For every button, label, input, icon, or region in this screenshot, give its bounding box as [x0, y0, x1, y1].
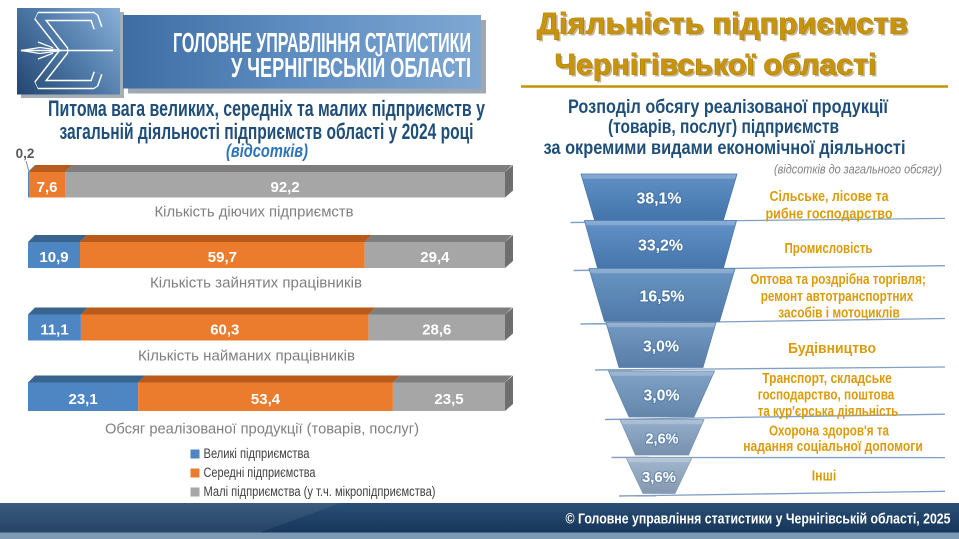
svg-text:Промисловість: Промисловість — [785, 241, 873, 257]
svg-text:0,2: 0,2 — [16, 146, 35, 161]
svg-text:(відсотків): (відсотків) — [226, 141, 308, 161]
svg-text:Середні підприємства: Середні підприємства — [204, 465, 316, 480]
svg-text:за окремими видами економічної: за окремими видами економічної діяльност… — [544, 137, 906, 159]
svg-text:У ЧЕРНІГІВСЬКІЙ ОБЛАСТІ: У ЧЕРНІГІВСЬКІЙ ОБЛАСТІ — [231, 52, 471, 83]
svg-text:Будівництво: Будівництво — [788, 341, 876, 357]
svg-text:Чернігівської області: Чернігівської області — [555, 49, 877, 82]
svg-text:ГОЛОВНЕ УПРАВЛІННЯ СТАТИСТИКИ: ГОЛОВНЕ УПРАВЛІННЯ СТАТИСТИКИ — [173, 27, 471, 58]
svg-text:2,6%: 2,6% — [646, 431, 679, 448]
svg-text:Охорона здоров'я та: Охорона здоров'я та — [769, 424, 890, 440]
svg-text:Кількість зайнятих працівників: Кількість зайнятих працівників — [150, 275, 362, 292]
svg-text:29,4: 29,4 — [420, 249, 450, 266]
svg-text:© Головне управління статистик: © Головне управління статистики у Черніг… — [566, 511, 951, 528]
svg-text:Сільське, лісове та: Сільське, лісове та — [770, 189, 890, 205]
svg-text:23,1: 23,1 — [68, 391, 97, 408]
svg-text:Діяльність підприємств: Діяльність підприємств — [539, 10, 910, 43]
svg-text:16,5%: 16,5% — [640, 288, 685, 305]
svg-text:60,3: 60,3 — [210, 322, 239, 339]
svg-text:3,6%: 3,6% — [642, 469, 676, 486]
svg-text:Обсяг реалізованої продукції (: Обсяг реалізованої продукції (товарів, п… — [105, 421, 419, 438]
svg-text:3,0%: 3,0% — [643, 338, 679, 355]
svg-text:23,5: 23,5 — [434, 391, 463, 408]
svg-text:28,6: 28,6 — [422, 322, 451, 339]
svg-text:38,1%: 38,1% — [637, 190, 682, 207]
svg-text:2,6%: 2,6% — [646, 431, 679, 448]
svg-text:загальній діяльності підприємс: загальній діяльності підприємств області… — [60, 119, 474, 144]
svg-text:надання соціальної допомоги: надання соціальної допомоги — [743, 439, 923, 455]
svg-text:господарство, поштова: господарство, поштова — [758, 388, 895, 404]
svg-text:33,2%: 33,2% — [638, 238, 683, 255]
svg-text:59,7: 59,7 — [208, 249, 237, 266]
svg-text:Великі підприємства: Великі підприємства — [204, 446, 310, 461]
svg-text:Оптова та роздрібна торгівля;: Оптова та роздрібна торгівля; — [750, 272, 926, 288]
svg-text:Кількість діючих підприємств: Кількість діючих підприємств — [155, 204, 354, 221]
svg-text:Діяльність підприємств: Діяльність підприємств — [537, 8, 908, 41]
svg-text:(товарів, послуг) підприємств: (товарів, послуг) підприємств — [608, 116, 839, 138]
svg-text:11,1: 11,1 — [40, 322, 68, 339]
svg-text:33,2%: 33,2% — [638, 238, 683, 255]
svg-text:Питома вага великих, середніх: Питома вага великих, середніх та малих п… — [48, 96, 486, 121]
svg-text:ремонт автотранспортних: ремонт автотранспортних — [761, 289, 914, 305]
svg-text:Кількість найманих працівників: Кількість найманих працівників — [138, 348, 355, 365]
svg-text:10,9: 10,9 — [39, 249, 68, 266]
svg-text:38,1%: 38,1% — [637, 190, 682, 207]
svg-text:засобів і мотоциклів: засобів і мотоциклів — [778, 306, 900, 322]
svg-text:7,6: 7,6 — [37, 179, 58, 196]
svg-text:Чернігівської області: Чернігівської області — [557, 51, 879, 84]
svg-text:Розподіл обсягу реалізованої п: Розподіл обсягу реалізованої продукції — [568, 96, 888, 118]
svg-text:Транспорт, складське: Транспорт, складське — [762, 371, 892, 387]
svg-text:Малі підприємства (у т.ч. мікр: Малі підприємства (у т.ч. мікропідприємс… — [204, 484, 436, 499]
svg-text:рибне господарство: рибне господарство — [766, 207, 893, 223]
svg-text:Інші: Інші — [812, 469, 837, 485]
svg-text:3,0%: 3,0% — [644, 387, 680, 404]
svg-text:3,0%: 3,0% — [644, 387, 680, 404]
svg-text:3,0%: 3,0% — [643, 338, 679, 355]
svg-text:3,6%: 3,6% — [642, 469, 676, 486]
svg-text:16,5%: 16,5% — [640, 288, 685, 305]
svg-text:(відсотків до загального обсяг: (відсотків до загального обсягу) — [774, 163, 942, 177]
svg-text:92,2: 92,2 — [270, 179, 299, 196]
svg-text:та кур'єрська діяльність: та кур'єрська діяльність — [758, 404, 899, 420]
svg-text:53,4: 53,4 — [251, 391, 281, 408]
